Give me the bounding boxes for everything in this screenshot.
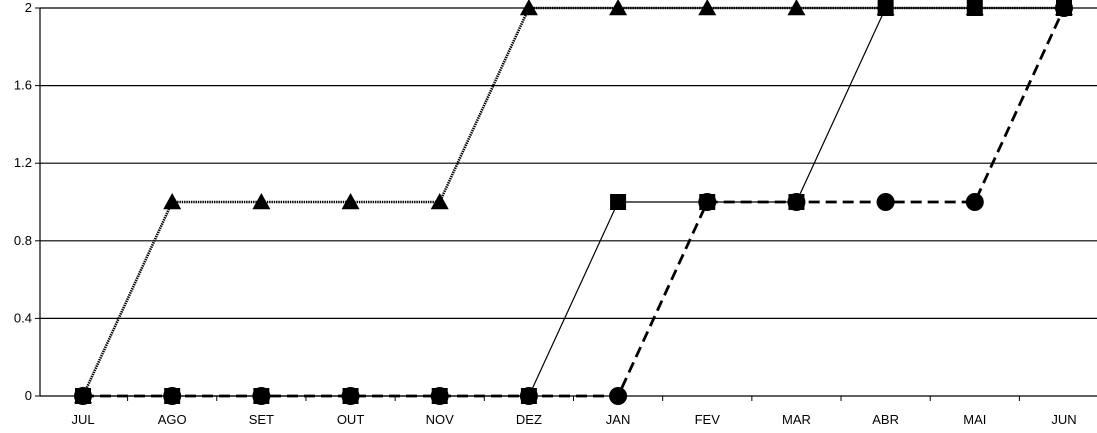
x-tick-label-jan: JAN	[606, 412, 631, 427]
square-marker	[877, 0, 894, 16]
circle-marker	[965, 193, 984, 211]
x-tick-labels: JUL AGO SET OUT NOV DEZ JAN FEV MAR ABR MAI JUN	[71, 412, 1076, 427]
circle-marker	[519, 387, 538, 405]
series-triangle	[74, 0, 1073, 404]
triangle-marker	[163, 193, 182, 210]
x-tick-label-fev: FEV	[695, 412, 721, 427]
y-tick-label: 2	[25, 0, 32, 15]
circle-marker	[787, 193, 806, 211]
x-tick-label-mai: MAI	[963, 412, 986, 427]
circle-marker	[876, 193, 895, 211]
circle-marker	[609, 387, 628, 405]
circle-marker	[430, 387, 449, 405]
triangle-marker	[787, 0, 806, 16]
axes	[35, 7, 1020, 401]
y-tick-label: 0.4	[14, 310, 32, 325]
square-marker	[610, 194, 627, 210]
circle-marker	[1054, 0, 1073, 17]
series-circle	[74, 0, 1073, 405]
y-tick-label: 0.8	[14, 233, 32, 248]
x-tick-label-nov: NOV	[426, 412, 455, 427]
triangle-marker	[430, 193, 449, 210]
x-tick-label-jul: JUL	[71, 412, 94, 427]
triangle-marker	[609, 0, 628, 16]
x-tick-label-jun: JUN	[1051, 412, 1076, 427]
x-tick-label-dez: DEZ	[516, 412, 542, 427]
circle-marker	[341, 387, 360, 405]
circle-marker	[163, 387, 182, 405]
series-line-circle	[83, 7, 1066, 398]
y-tick-labels: 0 0.4 0.8 1.2 1.6 2	[14, 0, 32, 403]
x-tick-label-mar: MAR	[782, 412, 811, 427]
series	[74, 0, 1073, 405]
x-tick-label-ago: AGO	[158, 412, 187, 427]
triangle-marker	[341, 193, 360, 210]
y-tick-label: 1.6	[14, 78, 32, 93]
triangle-marker	[698, 0, 717, 16]
triangle-marker	[519, 0, 538, 16]
circle-marker	[698, 193, 717, 211]
x-tick-label-out: OUT	[337, 412, 365, 427]
y-tick-label: 1.2	[14, 155, 32, 170]
circle-marker	[252, 387, 271, 405]
x-tick-label-set: SET	[249, 412, 274, 427]
y-tick-label: 0	[25, 388, 32, 403]
x-tick-label-abr: ABR	[872, 412, 899, 427]
circle-marker	[74, 387, 92, 405]
square-marker	[966, 0, 983, 16]
triangle-marker	[252, 193, 271, 210]
